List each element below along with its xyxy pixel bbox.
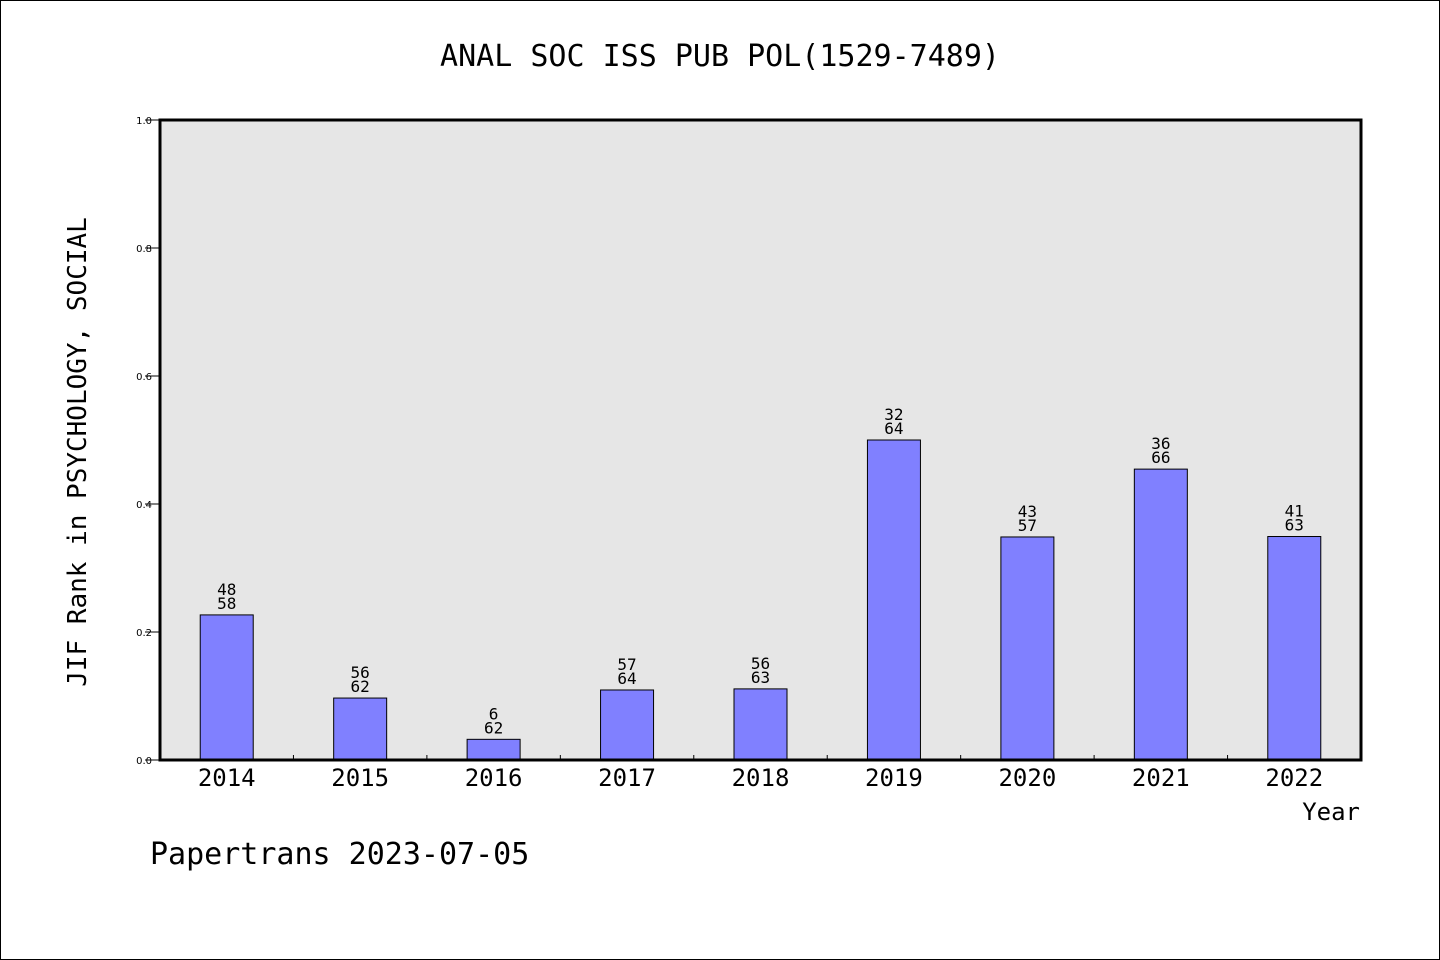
y-axis-label: JIF Rank in PSYCHOLOGY, SOCIAL: [63, 217, 93, 687]
bar: [866, 439, 921, 761]
data-label-rank: 6: [489, 704, 499, 723]
bar: [600, 689, 655, 761]
x-tick-label: 2017: [598, 764, 656, 792]
x-tick-label: 2021: [1132, 764, 1190, 792]
data-label-total: 63: [1285, 516, 1304, 535]
data-label-rank: 56: [351, 663, 370, 682]
bar: [466, 738, 521, 761]
x-tick-label: 2020: [998, 764, 1056, 792]
data-label-rank: 56: [751, 654, 770, 673]
bar: [333, 697, 388, 761]
bar: [1000, 536, 1055, 761]
data-label-total: 64: [617, 669, 636, 688]
data-label-rank: 32: [884, 405, 903, 424]
data-label-rank: 41: [1285, 502, 1304, 521]
x-tick-label: 2018: [732, 764, 790, 792]
ticks-group: 0.0 0.2 0.4 0.6 0.8 1.0 2014 2015 2016 2017 2018 20…: [136, 116, 1323, 792]
x-tick-label: 2022: [1265, 764, 1323, 792]
x-tick-label: 2019: [865, 764, 923, 792]
footer-credit: Papertrans 2023-07-05: [150, 837, 529, 872]
bar: [1133, 468, 1188, 761]
data-label-total: 57: [1018, 516, 1037, 535]
x-tick-label: 2016: [465, 764, 523, 792]
data-label-rank: 48: [217, 580, 236, 599]
data-label-rank: 43: [1018, 502, 1037, 521]
data-label-total: 62: [484, 718, 503, 737]
data-label-total: 58: [217, 594, 236, 613]
y-tick-label: 1.0: [136, 116, 152, 127]
plot-border: [158, 118, 1363, 762]
data-label-rank: 57: [617, 655, 636, 674]
x-axis-label: Year: [1302, 798, 1360, 826]
data-label-total: 62: [351, 677, 370, 696]
bar: [199, 614, 254, 761]
data-label-total: 66: [1151, 448, 1170, 467]
x-tick-label: 2015: [331, 764, 389, 792]
chart-title: ANAL SOC ISS PUB POL(1529-7489): [440, 39, 1000, 74]
data-label-rank: 36: [1151, 434, 1170, 453]
y-tick-label: 0.4: [136, 500, 152, 511]
bar: [733, 688, 788, 761]
y-tick-label: 0.6: [136, 372, 152, 383]
data-label-total: 64: [884, 419, 903, 438]
bar: [1267, 536, 1322, 761]
data-label-total: 63: [751, 668, 770, 687]
y-tick-label: 0.8: [136, 244, 152, 255]
y-tick-label: 0.2: [136, 628, 152, 639]
y-tick-label: 0.0: [136, 756, 152, 767]
x-tick-label: 2014: [198, 764, 256, 792]
